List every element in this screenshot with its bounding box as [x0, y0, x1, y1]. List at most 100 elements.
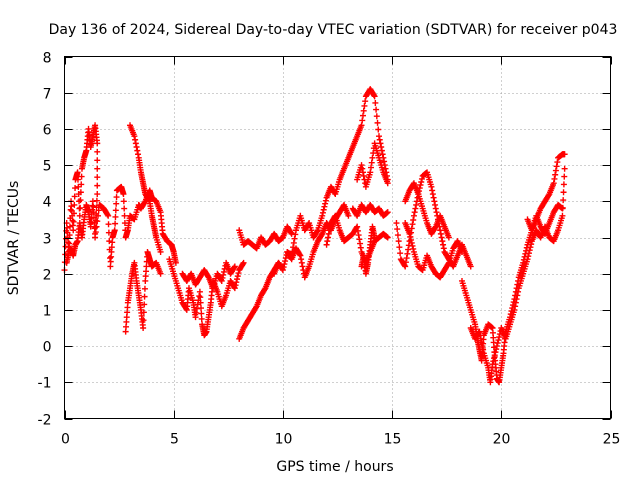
- data-point: [325, 234, 332, 241]
- data-point: [374, 119, 381, 126]
- data-point: [478, 339, 485, 346]
- data-point: [94, 165, 101, 172]
- data-point: [361, 102, 368, 109]
- data-point: [439, 238, 446, 245]
- tick-layer: 0 5 10 15 20 25 -2 -1 0 1 2 3 4 5 6 7 8: [38, 51, 621, 448]
- data-point: [428, 183, 435, 190]
- data-point: [198, 310, 205, 317]
- data-point: [231, 264, 238, 271]
- data-point: [90, 203, 97, 210]
- data-point: [231, 285, 238, 292]
- data-point: [512, 303, 519, 310]
- data-point: [299, 263, 306, 270]
- x-tick-label: 20: [493, 432, 511, 448]
- data-point: [559, 212, 566, 219]
- y-tick-label: 1: [43, 304, 52, 320]
- data-point: [298, 256, 305, 263]
- data-point: [77, 197, 84, 204]
- data-point: [356, 236, 363, 243]
- data-point: [445, 261, 452, 268]
- data-point: [438, 234, 445, 241]
- data-point: [140, 325, 147, 331]
- data-point: [404, 250, 411, 257]
- data-point: [384, 234, 391, 241]
- data-point: [561, 165, 568, 172]
- data-point: [71, 193, 78, 200]
- data-point: [408, 239, 415, 246]
- data-point: [430, 194, 437, 201]
- data-point: [432, 224, 439, 231]
- data-point: [111, 227, 118, 234]
- data-point: [358, 162, 365, 169]
- data-point: [261, 286, 268, 293]
- data-point: [71, 201, 78, 208]
- data-point: [290, 244, 297, 251]
- data-point: [323, 241, 330, 248]
- data-point: [492, 349, 499, 356]
- data-point: [378, 144, 385, 150]
- data-point: [524, 256, 531, 263]
- data-point: [141, 293, 148, 300]
- y-axis-label: SDTVAR / TECUs: [6, 181, 22, 296]
- data-point: [252, 304, 259, 311]
- data-point: [360, 172, 367, 179]
- data-point: [432, 201, 439, 208]
- data-point: [382, 165, 389, 172]
- data-point: [378, 147, 385, 154]
- data-point: [397, 250, 404, 257]
- series-trace-15: [393, 169, 474, 270]
- data-point: [525, 250, 532, 257]
- data-point: [325, 230, 332, 237]
- data-point: [551, 175, 558, 182]
- data-point: [66, 232, 73, 239]
- data-point: [78, 181, 85, 188]
- grid-layer: [64, 56, 611, 419]
- y-tick-label: -1: [38, 376, 52, 392]
- data-point: [105, 221, 112, 228]
- data-point: [359, 112, 366, 119]
- data-point: [395, 238, 402, 245]
- series-trace-8: [236, 223, 295, 252]
- data-point: [479, 343, 486, 350]
- data-point: [287, 229, 294, 236]
- data-point: [290, 239, 297, 246]
- data-point: [140, 309, 147, 316]
- data-point: [554, 159, 561, 166]
- data-point: [477, 332, 484, 339]
- data-point: [527, 244, 534, 251]
- data-point: [432, 205, 439, 212]
- data-point: [106, 238, 113, 245]
- data-point: [367, 169, 374, 176]
- data-point: [409, 221, 416, 228]
- data-point: [496, 334, 503, 341]
- data-point: [292, 231, 299, 238]
- data-point: [105, 229, 112, 236]
- data-point: [458, 248, 465, 255]
- data-point: [74, 176, 81, 183]
- data-point: [235, 270, 242, 277]
- data-point: [140, 317, 147, 324]
- data-point: [375, 133, 382, 140]
- data-point: [234, 276, 241, 283]
- data-point: [526, 247, 533, 254]
- data-point: [477, 335, 484, 342]
- data-point: [239, 261, 246, 268]
- data-point: [92, 229, 99, 236]
- data-point: [354, 223, 361, 230]
- data-point: [94, 182, 101, 189]
- data-point: [94, 212, 101, 219]
- data-point: [359, 169, 366, 176]
- data-point: [319, 209, 326, 216]
- data-point: [552, 171, 559, 178]
- data-point: [132, 136, 139, 143]
- data-point: [381, 158, 388, 165]
- data-point: [440, 245, 447, 252]
- data-point: [445, 234, 452, 241]
- data-point: [157, 270, 164, 277]
- data-point: [320, 206, 327, 213]
- data-point: [355, 232, 362, 239]
- data-point: [494, 340, 501, 347]
- data-point: [94, 140, 101, 147]
- data-point: [440, 241, 447, 248]
- data-point: [78, 173, 85, 180]
